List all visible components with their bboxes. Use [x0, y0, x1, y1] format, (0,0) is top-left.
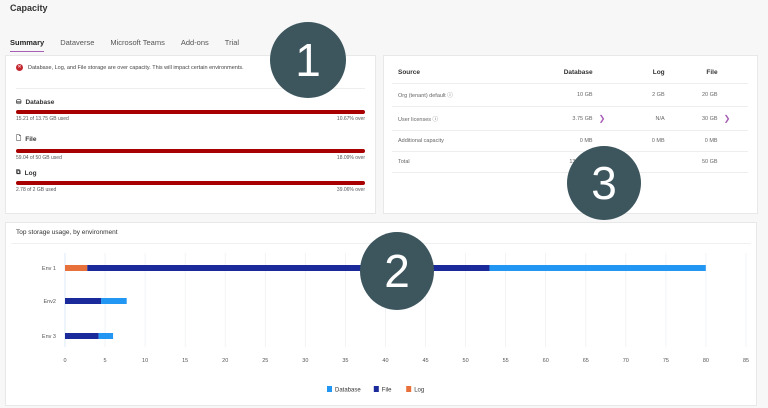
legend-label-file: File — [382, 388, 392, 394]
y-tick-label: Env 3 — [42, 334, 56, 340]
storage-chart-card: Top storage usage, by environment 0 5 10 15… — [5, 222, 757, 406]
x-tick-label: 45 — [422, 358, 428, 364]
x-tick-label: 60 — [543, 358, 549, 364]
file-value: 20 GB — [670, 83, 724, 107]
log-value: 0 MB — [622, 130, 671, 152]
database-icon: ⛁ — [16, 99, 22, 106]
log-icon: ⧉ — [16, 169, 21, 176]
capacity-sources-table: Source Database Log File Org (tenant) de… — [392, 64, 748, 173]
bar-database — [98, 333, 114, 339]
file-usage-bar — [16, 149, 365, 153]
column-header: File — [706, 69, 718, 76]
meter-label: File — [25, 136, 37, 143]
legend-swatch-file — [373, 386, 379, 392]
source-name: User licenses — [398, 116, 432, 123]
database-usage-bar — [16, 110, 365, 114]
table-row: User licenses ⓘ 3.75 GB ❯ N/A 30 GB ❯ — [392, 106, 748, 131]
meter-used: 59.04 of 50 GB used — [16, 155, 62, 161]
bar-file — [87, 265, 490, 271]
x-tick-label: 5 — [104, 358, 107, 364]
log-value: N/A — [622, 106, 671, 131]
alert-text: Database, Log, and File storage are over… — [28, 64, 244, 71]
legend-label-database: Database — [335, 388, 361, 394]
tab-bar: Summary Dataverse Microsoft Teams Add-on… — [10, 38, 239, 52]
x-tick-label: 85 — [743, 358, 749, 364]
x-tick-label: 30 — [302, 358, 308, 364]
tab-dataverse[interactable]: Dataverse — [60, 38, 95, 47]
table-row: Org (tenant) default ⓘ 10 GB 2 GB 20 GB — [392, 83, 748, 107]
info-icon[interactable]: ⓘ — [447, 93, 453, 99]
tab-summary[interactable]: Summary — [10, 38, 45, 52]
meter-over: 10.67% over — [336, 116, 365, 122]
log-value: 2 GB — [622, 83, 671, 107]
chevron-right-icon[interactable]: ❯ — [723, 106, 748, 131]
file-value: 0 MB — [670, 130, 724, 152]
legend-swatch-log — [406, 386, 412, 392]
bar-database — [489, 265, 706, 271]
legend-label-log: Log — [414, 388, 424, 394]
database-value: 10 GB — [520, 83, 599, 107]
x-tick-label: 25 — [262, 358, 268, 364]
file-value: 30 GB — [670, 106, 724, 131]
x-tick-label: 40 — [382, 358, 388, 364]
tab-add-ons[interactable]: Add-ons — [180, 38, 209, 47]
x-tick-label: 20 — [222, 358, 228, 364]
database-meter: ⛁ Database 15.21 of 13.75 GB used 10.67% o… — [16, 98, 365, 122]
divider — [16, 88, 365, 89]
log-usage-bar — [16, 181, 365, 185]
x-tick-label: 0 — [63, 358, 66, 364]
source-name: Additional capacity — [392, 130, 521, 152]
x-tick-label: 50 — [463, 358, 469, 364]
x-tick-label: 70 — [623, 358, 629, 364]
y-tick-label: Env2 — [43, 299, 56, 305]
database-value: 0 MB — [520, 130, 599, 152]
tab-microsoft-teams[interactable]: Microsoft Teams — [110, 38, 165, 47]
column-header: Log — [652, 69, 665, 76]
y-tick-label: Env 1 — [42, 266, 56, 272]
info-icon[interactable]: ⓘ — [432, 116, 439, 123]
file-icon: 🗋 — [16, 135, 22, 142]
source-name: Total — [392, 151, 521, 173]
column-header: Database — [563, 69, 593, 76]
file-value: 50 GB — [670, 151, 724, 173]
annotation-badge-2: 2 — [360, 232, 434, 310]
x-tick-label: 35 — [342, 358, 348, 364]
meter-used: 15.21 of 13.75 GB used — [16, 116, 69, 122]
file-meter: 🗋 File 59.04 of 50 GB used 18.09% over — [16, 134, 365, 161]
database-value: 3.75 GB — [520, 106, 599, 131]
bar-database — [101, 298, 127, 304]
error-icon: ✕ — [16, 64, 23, 71]
table-row: Additional capacity 0 MB 0 MB 0 MB — [392, 130, 748, 152]
meter-label: Log — [24, 169, 37, 177]
tab-trial[interactable]: Trial — [224, 38, 240, 47]
log-meter: ⧉ Log 2.78 of 2 GB used 39.06% over — [16, 169, 365, 193]
bar-log — [65, 265, 88, 271]
chevron-right-icon[interactable]: ❯ — [598, 106, 623, 131]
meter-over: 18.09% over — [336, 155, 365, 161]
column-header: Source — [398, 69, 421, 76]
over-capacity-alert: ✕ Database, Log, and File storage are ov… — [16, 64, 244, 71]
bar-file — [65, 298, 102, 304]
x-tick-label: 80 — [703, 358, 709, 364]
source-name: Org (tenant) default — [398, 93, 446, 99]
annotation-badge-3: 3 — [567, 146, 641, 220]
meter-used: 2.78 of 2 GB used — [16, 187, 57, 193]
x-tick-label: 15 — [182, 358, 188, 364]
x-tick-label: 75 — [663, 358, 669, 364]
annotation-badge-1: 1 — [270, 22, 346, 98]
chart-title: Top storage usage, by environment — [16, 229, 118, 236]
meter-over: 39.06% over — [336, 187, 365, 193]
x-tick-label: 10 — [142, 358, 148, 364]
x-tick-label: 55 — [503, 358, 509, 364]
bar-file — [65, 333, 99, 339]
page-title: Capacity — [10, 3, 48, 13]
x-tick-label: 65 — [583, 358, 589, 364]
legend-swatch-database — [327, 386, 332, 392]
meter-label: Database — [25, 98, 55, 106]
